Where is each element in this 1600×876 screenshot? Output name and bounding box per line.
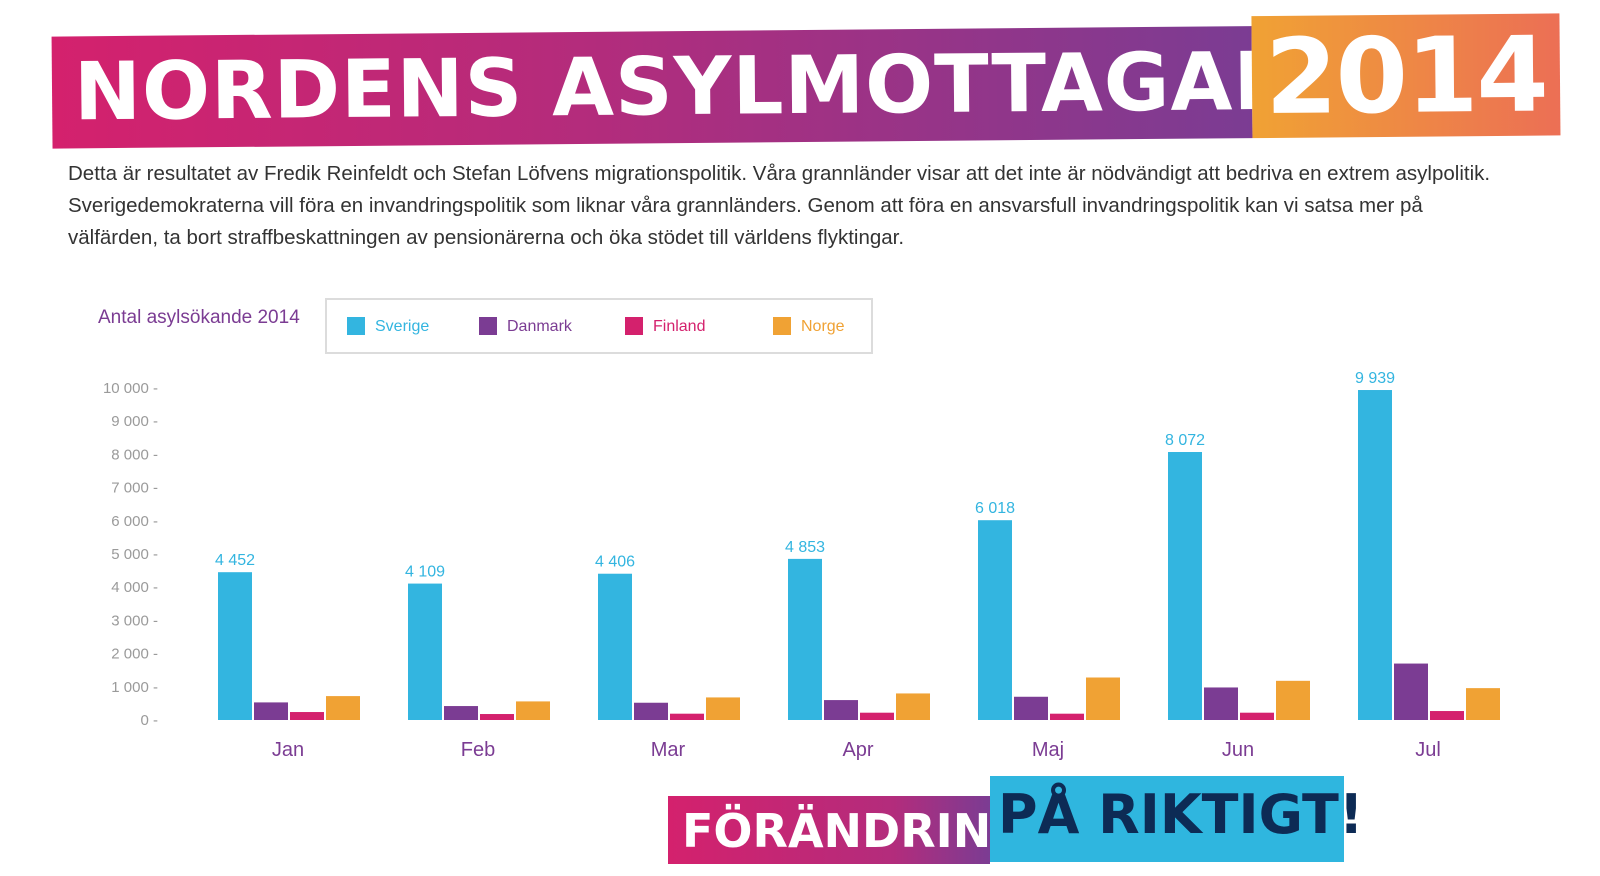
y-tick-label: 2 000 - xyxy=(111,646,158,663)
data-label-jul: 9 939 xyxy=(1355,370,1395,387)
bar-finland-jul xyxy=(1430,711,1464,720)
bar-norge-maj xyxy=(1086,677,1120,720)
data-label-jun: 8 072 xyxy=(1165,432,1205,449)
bar-danmark-jul xyxy=(1394,663,1428,720)
y-tick-label: 10 000 - xyxy=(103,380,158,397)
y-tick-label: 7 000 - xyxy=(111,480,158,497)
bar-sverige-mar xyxy=(598,573,632,720)
data-label-apr: 4 853 xyxy=(785,539,825,556)
data-label-maj: 6 018 xyxy=(975,500,1015,517)
x-tick-label: Jun xyxy=(1222,739,1254,761)
y-tick-label: 3 000 - xyxy=(111,612,158,629)
bar-finland-feb xyxy=(480,714,514,720)
y-tick-label: 4 000 - xyxy=(111,579,158,596)
legend-swatch-danmark xyxy=(479,317,497,335)
x-tick-label: Jul xyxy=(1415,739,1441,761)
legend-label-sverige: Sverige xyxy=(375,318,430,335)
legend-swatch-norge xyxy=(773,317,791,335)
bar-finland-mar xyxy=(670,713,704,720)
bar-norge-feb xyxy=(516,701,550,720)
y-tick-label: 6 000 - xyxy=(111,513,158,530)
data-label-mar: 4 406 xyxy=(595,554,635,571)
y-tick-label: 8 000 - xyxy=(111,446,158,463)
chart-legend: Sverige Danmark Finland Norge xyxy=(325,298,873,354)
bar-danmark-mar xyxy=(634,702,668,720)
legend-label-finland: Finland xyxy=(653,318,706,335)
bar-norge-jun xyxy=(1276,680,1310,720)
bar-norge-mar xyxy=(706,697,740,720)
legend-label-danmark: Danmark xyxy=(507,318,572,335)
bar-sverige-jan xyxy=(218,572,252,720)
footer-left-text: FÖRÄNDRING xyxy=(682,804,1030,858)
y-tick-label: 9 000 - xyxy=(111,413,158,430)
x-tick-label: Maj xyxy=(1032,739,1064,761)
bar-danmark-feb xyxy=(444,706,478,720)
x-tick-label: Feb xyxy=(461,739,495,761)
footer-slogan-right: PÅ RIKTIGT! xyxy=(990,776,1363,862)
data-label-jan: 4 452 xyxy=(215,552,255,569)
y-axis-label: Antal asylsökande 2014 xyxy=(98,307,300,328)
bar-finland-apr xyxy=(860,712,894,720)
bar-sverige-jun xyxy=(1168,452,1202,720)
y-tick-label: 5 000 - xyxy=(111,546,158,563)
legend-swatch-finland xyxy=(625,317,643,335)
footer-right-text: PÅ RIKTIGT! xyxy=(998,783,1364,846)
bar-danmark-jun xyxy=(1204,687,1238,720)
x-tick-label: Apr xyxy=(842,739,873,761)
y-tick-label: 1 000 - xyxy=(111,679,158,696)
bar-sverige-maj xyxy=(978,520,1012,720)
bar-norge-apr xyxy=(896,693,930,720)
bar-norge-jul xyxy=(1466,688,1500,720)
bar-danmark-jan xyxy=(254,702,288,720)
y-tick-label: 0 - xyxy=(140,712,158,729)
bar-danmark-maj xyxy=(1014,696,1048,720)
legend-label-norge: Norge xyxy=(801,318,845,335)
bar-norge-jan xyxy=(326,696,360,720)
footer-slogan-left: FÖRÄNDRING xyxy=(668,796,1029,864)
bar-finland-jan xyxy=(290,712,324,720)
bar-sverige-apr xyxy=(788,558,822,720)
x-tick-label: Jan xyxy=(272,739,304,761)
data-label-feb: 4 109 xyxy=(405,564,445,581)
bar-danmark-apr xyxy=(824,700,858,720)
bar-sverige-feb xyxy=(408,583,442,720)
bar-finland-jun xyxy=(1240,712,1274,720)
x-tick-label: Mar xyxy=(651,739,686,761)
legend-swatch-sverige xyxy=(347,317,365,335)
intro-paragraph: Detta är resultatet av Fredik Reinfeldt … xyxy=(68,162,1491,249)
bar-sverige-jul xyxy=(1358,390,1392,720)
bar-finland-maj xyxy=(1050,713,1084,720)
